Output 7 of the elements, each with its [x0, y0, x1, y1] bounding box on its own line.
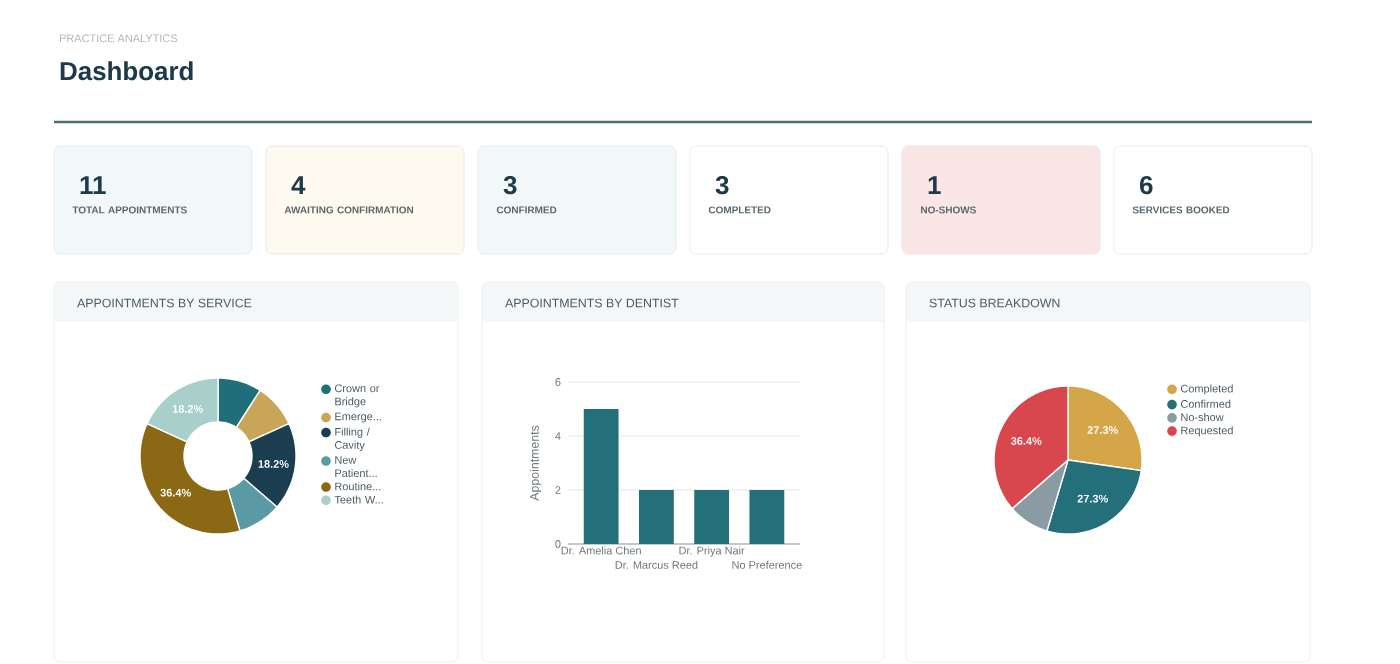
data-label: 3	[503, 175, 517, 195]
data-label: 11	[80, 176, 106, 194]
data-label: 4	[291, 176, 306, 194]
data-label: 6	[1139, 175, 1153, 195]
text: Dashboard	[60, 61, 193, 81]
data-label: 1	[928, 176, 941, 194]
data-label: 3	[715, 175, 729, 195]
